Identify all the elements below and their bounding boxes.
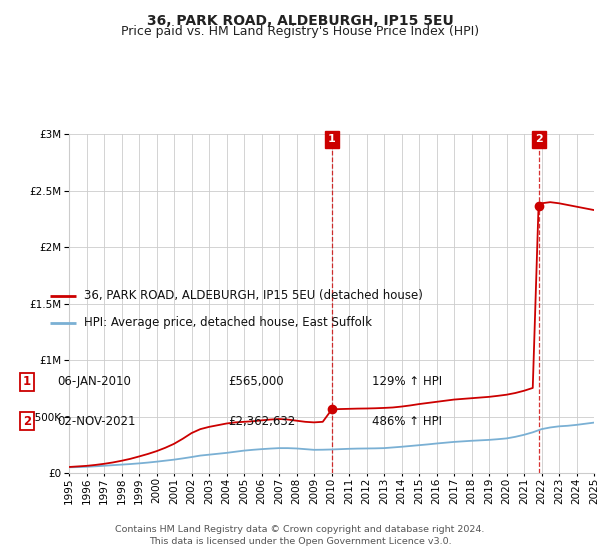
Text: £2,362,632: £2,362,632 [228,414,295,428]
Text: £565,000: £565,000 [228,375,284,389]
Text: HPI: Average price, detached house, East Suffolk: HPI: Average price, detached house, East… [84,316,372,329]
Text: 1: 1 [328,134,336,144]
Text: 1: 1 [23,375,31,389]
Text: 2: 2 [23,414,31,428]
Text: 129% ↑ HPI: 129% ↑ HPI [372,375,442,389]
Text: 36, PARK ROAD, ALDEBURGH, IP15 5EU: 36, PARK ROAD, ALDEBURGH, IP15 5EU [146,14,454,28]
Text: 06-JAN-2010: 06-JAN-2010 [57,375,131,389]
Text: Contains HM Land Registry data © Crown copyright and database right 2024.
This d: Contains HM Land Registry data © Crown c… [115,525,485,546]
Text: 02-NOV-2021: 02-NOV-2021 [57,414,136,428]
Text: 36, PARK ROAD, ALDEBURGH, IP15 5EU (detached house): 36, PARK ROAD, ALDEBURGH, IP15 5EU (deta… [84,290,423,302]
Text: Price paid vs. HM Land Registry's House Price Index (HPI): Price paid vs. HM Land Registry's House … [121,25,479,38]
Text: 2: 2 [535,134,542,144]
Text: 486% ↑ HPI: 486% ↑ HPI [372,414,442,428]
